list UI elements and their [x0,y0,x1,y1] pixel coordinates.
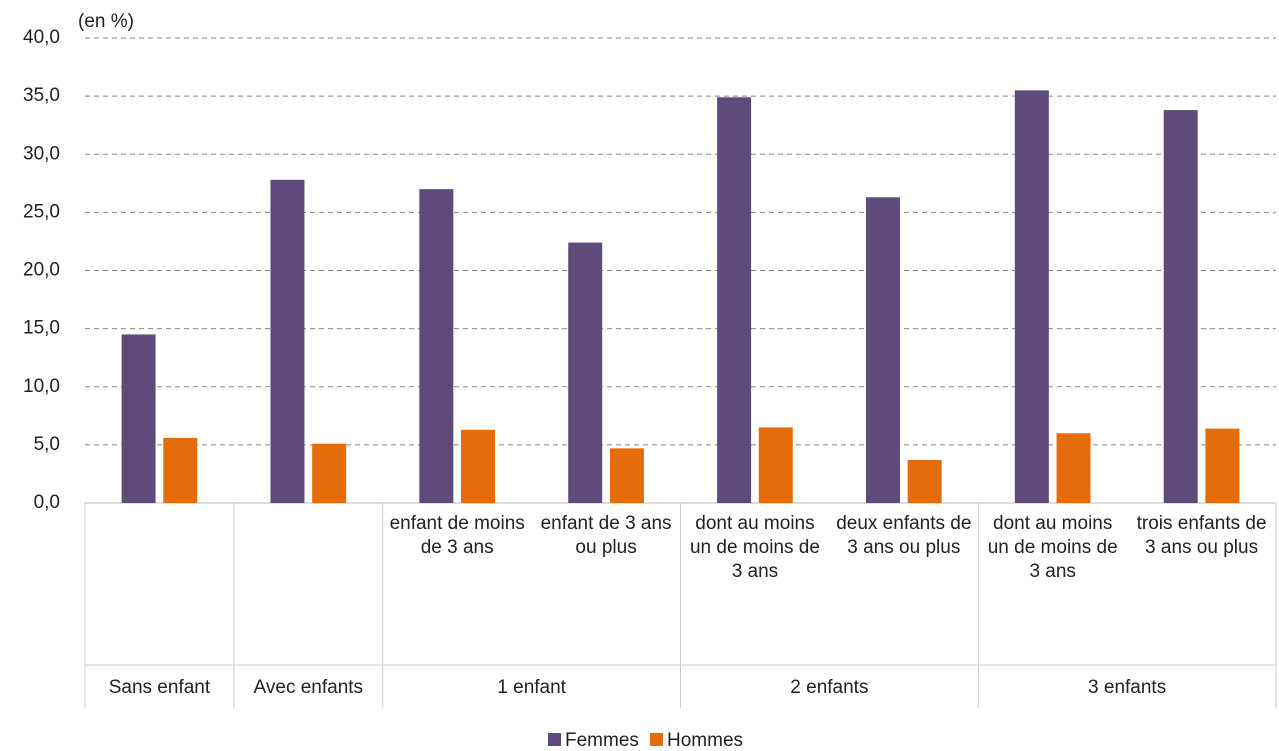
x-tick-label: dont au moins un de moins de 3 ans [987,513,1118,582]
bar [461,429,496,503]
group-label: Sans enfant [108,677,211,698]
y-tick-label: 5,0 [34,434,60,455]
x-tick-label: enfant de moins de 3 ans [389,513,525,558]
y-tick-label: 40,0 [23,27,60,48]
bar [907,459,942,503]
y-tick-label: 10,0 [23,376,60,397]
y-tick-label: 25,0 [23,201,60,222]
y-axis-label: (en %) [78,11,134,32]
group-label: 2 enfants [790,677,869,698]
bar [1205,428,1240,503]
y-tick-label: 20,0 [23,260,60,281]
bar [121,334,156,503]
y-tick-label: 30,0 [23,143,60,164]
bar [270,179,305,503]
bar [1163,110,1198,503]
bar [312,443,347,503]
bar [758,427,793,503]
bar [717,97,752,503]
x-tick-label: deux enfants de 3 ans ou plus [836,513,972,558]
group-label: Avec enfants [253,677,364,698]
bar [568,242,603,503]
y-tick-label: 35,0 [23,85,60,106]
legend-swatch [650,733,663,746]
group-label: 3 enfants [1088,677,1167,698]
bar [163,437,198,503]
legend-label: Hommes [667,730,743,751]
legend-swatch [548,733,561,746]
x-tick-label: dont au moins un de moins de 3 ans [689,513,820,582]
x-tick-label: enfant de 3 ans ou plus [540,513,672,558]
group-label: 1 enfant [497,677,566,698]
bar [609,448,644,503]
y-tick-label: 0,0 [34,492,60,513]
y-tick-label: 15,0 [23,318,60,339]
legend-label: Femmes [565,730,639,751]
x-tick-label: trois enfants de 3 ans ou plus [1136,513,1267,558]
bar [865,197,900,503]
bar [1056,433,1091,503]
bar [1014,90,1049,503]
bar [419,189,454,503]
